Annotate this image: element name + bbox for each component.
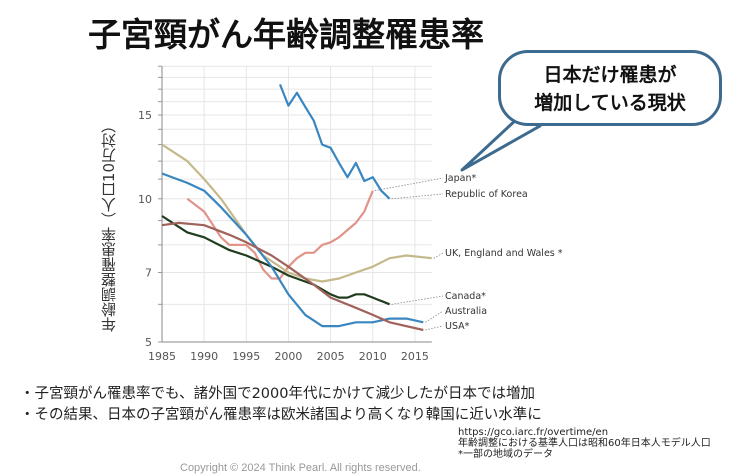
x-tick-label: 2015 xyxy=(401,350,429,363)
x-tick-label: 1990 xyxy=(190,350,218,363)
series-label: USA* xyxy=(445,321,470,332)
leader-line xyxy=(425,325,444,331)
leader-line xyxy=(391,193,444,200)
page-title: 子宮頸がん年齢調整罹患率 xyxy=(88,15,484,54)
y-tick-label: 10 xyxy=(138,193,152,206)
leader-line xyxy=(391,295,444,305)
y-tick-label: 15 xyxy=(138,109,152,122)
y-axis-label: 年齢調整罹患率（人口10万対） xyxy=(100,118,118,333)
leader-line xyxy=(374,177,444,192)
callout-line-2: 増加している現状 xyxy=(534,92,686,114)
y-tick-label: 7 xyxy=(145,266,152,279)
source-note-2: *一部の地域のデータ xyxy=(458,449,553,460)
series-label: Japan* xyxy=(444,173,476,184)
y-tick-label: 5 xyxy=(145,336,152,349)
x-tick-label: 1985 xyxy=(148,350,176,363)
bullet-1: ・子宮頸がん罹患率でも、諸外国で2000年代にかけて減少したが日本では増加 xyxy=(20,386,535,402)
leader-line xyxy=(433,252,444,259)
series-line-5 xyxy=(161,221,424,332)
source-note-1: 年齢調整における基準人口は昭和60年日本人モデル人口 xyxy=(458,438,711,449)
series-line-1 xyxy=(278,83,391,200)
x-tick-label: 1995 xyxy=(232,350,260,363)
copyright: Copyright © 2024 Think Pearl. All rights… xyxy=(180,462,421,474)
series-label: Australia xyxy=(445,306,487,317)
x-tick-label: 2010 xyxy=(359,350,387,363)
series-line-3 xyxy=(161,215,391,306)
x-tick-label: 2005 xyxy=(317,350,345,363)
series-line-2 xyxy=(161,143,432,283)
x-tick-label: 2000 xyxy=(274,350,302,363)
source-notes: https://gco.iarc.fr/overtime/en 年齢調整における… xyxy=(458,427,711,460)
bullet-2: ・その結果、日本の子宮頸がん罹患率は欧米諸国より高くなり韓国に近い水準に xyxy=(20,407,542,423)
callout-line-1: 日本だけ罹患が xyxy=(543,64,677,86)
series-label: Republic of Korea xyxy=(445,189,528,200)
callout-bubble: 日本だけ罹患が 増加している現状 xyxy=(498,50,722,126)
series-label: UK, England and Wales * xyxy=(445,248,563,259)
series-line-0 xyxy=(186,190,374,280)
series-label: Canada* xyxy=(445,291,486,302)
leader-line xyxy=(425,310,444,323)
source-url: https://gco.iarc.fr/overtime/en xyxy=(458,427,609,438)
